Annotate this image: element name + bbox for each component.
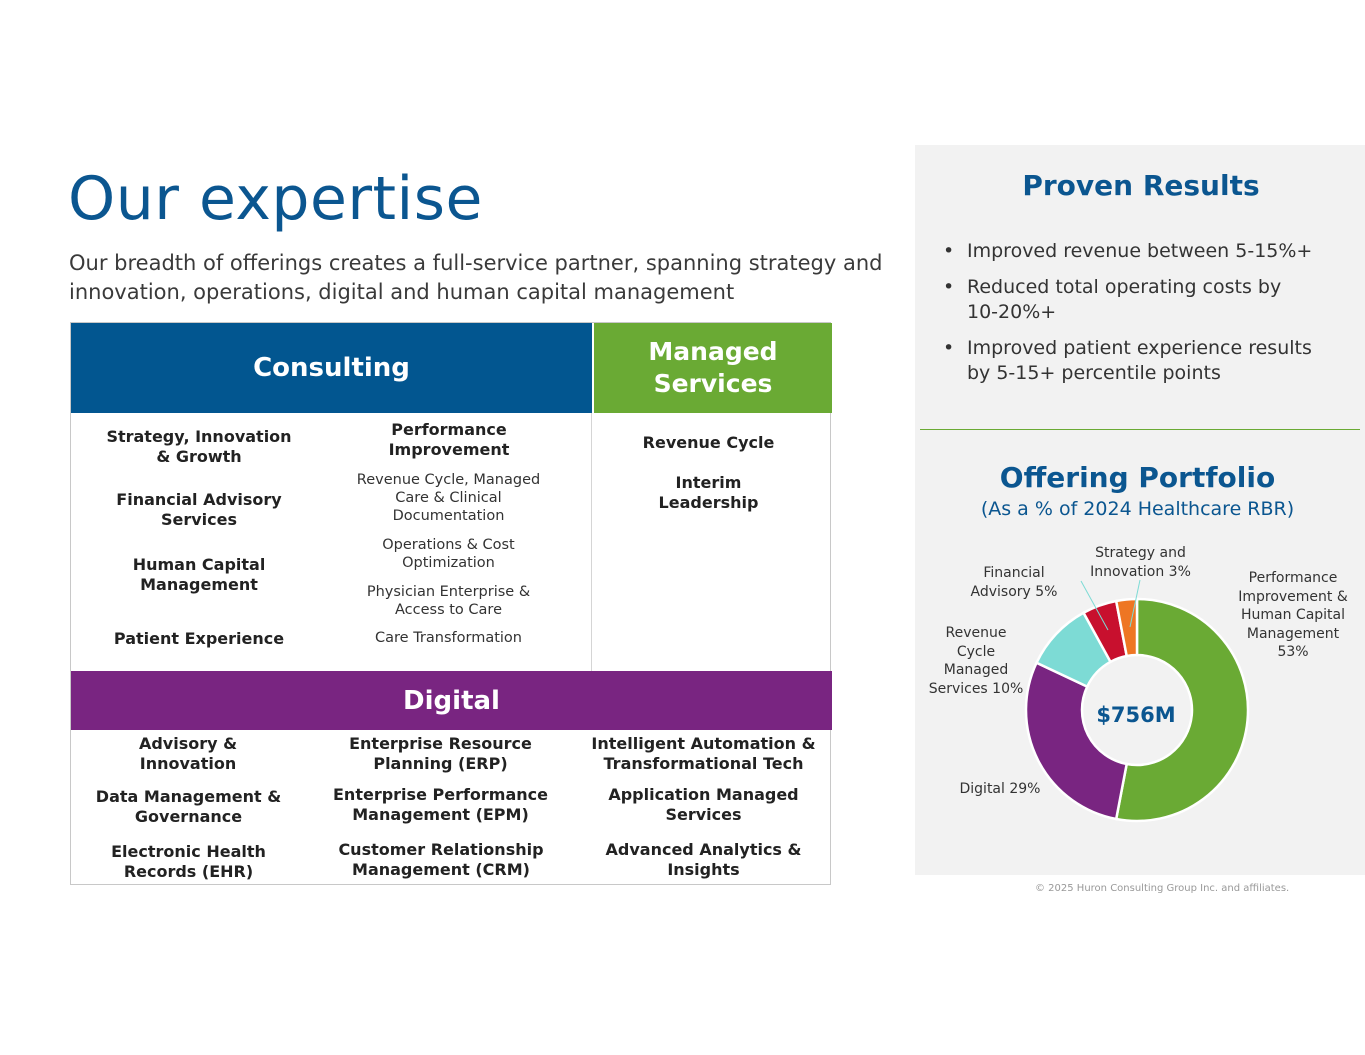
results-panel: Proven Results Improved revenue between … [915, 145, 1365, 875]
donut-center-label: $756M [1096, 703, 1175, 727]
results-list: Improved revenue between 5-15%+ Reduced … [943, 239, 1353, 397]
consulting-header: Consulting [71, 323, 592, 413]
donut-slice-strategy [1114, 597, 1139, 658]
donut-slice-digital [1024, 661, 1129, 821]
offering-operations-cost: Operations & Cost Optimization [382, 537, 515, 571]
offering-financial-advisory: Financial Advisory Services [116, 490, 282, 529]
page-title: Our expertise [68, 164, 483, 234]
donut-slice-performance [1114, 597, 1250, 823]
offering-revenue-cycle: Revenue Cycle [642, 433, 775, 452]
offering-patient-experience: Patient Experience [113, 629, 285, 648]
digital-ehr: Electronic Health Records (EHR) [111, 842, 266, 881]
digital-advisory: Advisory & Innovation [138, 734, 238, 773]
offering-portfolio-title: Offering Portfolio [999, 461, 1276, 494]
result-item: Improved patient experience results by 5… [943, 336, 1313, 386]
digital-crm: Customer Relationship Management (CRM) [338, 840, 544, 879]
financial-advisory-leader-line [1080, 580, 1109, 631]
performance-improvement-title: Performance Improvement [388, 420, 510, 459]
copyright: © 2025 Huron Consulting Group Inc. and a… [1035, 883, 1290, 894]
portfolio-donut-chart: $756M [1024, 579, 1250, 823]
offering-strategy: Strategy, Innovation & Growth [106, 427, 292, 466]
result-item: Improved revenue between 5-15%+ [943, 239, 1353, 264]
page-subtitle: Our breadth of offerings creates a full-… [69, 251, 883, 304]
offering-physician-enterprise: Physician Enterprise & Access to Care [366, 584, 531, 618]
digital-intelligent-automation: Intelligent Automation & Transformationa… [591, 734, 816, 773]
digital-header: Digital [71, 671, 832, 730]
strategy-leader-line [1129, 579, 1141, 628]
digital-data-management: Data Management & Governance [95, 787, 282, 826]
offering-revenue-cycle-managed-care: Revenue Cycle, Managed Care & Clinical D… [356, 472, 541, 524]
slice-label-revenue-cycle: Revenue Cycle Managed Services 10% [928, 625, 1024, 697]
offering-care-transformation: Care Transformation [375, 630, 522, 646]
offering-interim-leadership: Interim Leadership [658, 473, 759, 512]
slice-label-strategy: Strategy and Innovation 3% [1090, 545, 1191, 580]
grid-divider [591, 413, 592, 671]
digital-application-managed: Application Managed Services [608, 785, 799, 824]
offering-human-capital: Human Capital Management [132, 555, 266, 594]
managed-services-header: Managed Services [592, 323, 832, 413]
slice-label-financial-advisory: Financial Advisory 5% [970, 565, 1058, 600]
proven-results-title: Proven Results [1022, 169, 1260, 202]
result-item: Reduced total operating costs by 10-20%+ [943, 275, 1283, 325]
managed-services-header-label: Managed Services [648, 337, 778, 398]
digital-erp: Enterprise Resource Planning (ERP) [349, 734, 532, 773]
panel-divider [920, 429, 1360, 430]
slice-label-digital: Digital 29% [959, 781, 1041, 797]
digital-advanced-analytics: Advanced Analytics & Insights [605, 840, 802, 879]
offering-portfolio-subtitle: (As a % of 2024 Healthcare RBR) [980, 498, 1295, 520]
offerings-grid: Consulting Managed Services Strategy, In… [70, 322, 832, 885]
digital-epm: Enterprise Performance Management (EPM) [333, 785, 548, 824]
slice-label-performance: Performance Improvement & Human Capital … [1238, 570, 1348, 660]
